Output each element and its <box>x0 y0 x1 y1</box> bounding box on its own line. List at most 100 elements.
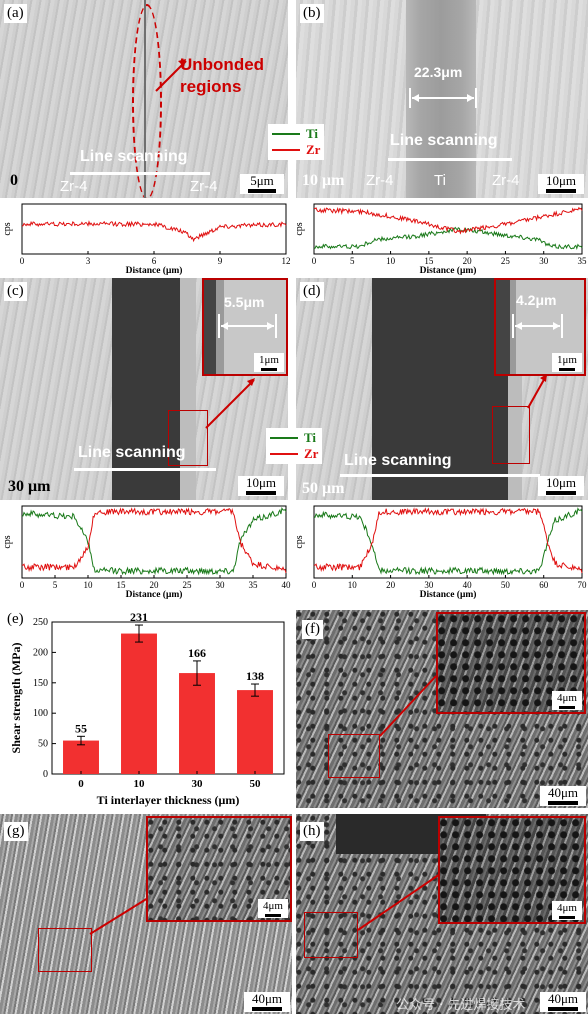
y-tick-label: 150 <box>33 678 48 689</box>
zoom-box-g <box>38 928 92 972</box>
width-label-d: 4.2μm <box>516 292 557 308</box>
scalebar-f-label: 40μm <box>547 785 579 800</box>
x-axis-label: Distance (μm) <box>126 265 183 276</box>
zoom-arrow-c <box>205 378 255 429</box>
x-tick-label: 0 <box>20 256 25 266</box>
series-ti <box>313 507 583 576</box>
inset-scalebar-h-label: 4μm <box>557 902 577 914</box>
inset-scalebar-c-label: 1μm <box>259 354 279 366</box>
x-tick-label: 30 <box>192 778 204 790</box>
scalebar-h-label: 40μm <box>547 991 579 1006</box>
sem-image-d: 4.2μm 1μm Line scanning 50 μm (d) 10μm <box>296 278 588 500</box>
sem-image-a: Unbonded regions Line scanning Zr-4 Zr-4… <box>0 0 288 198</box>
linescan-chart-a: 0 3 6 9 12 Distance (μm) cps <box>2 203 291 276</box>
inset-scalebar-c: 1μm <box>254 353 284 372</box>
line-scanning-label-c: Line scanning <box>78 444 186 461</box>
inset-h: 4μm <box>438 816 586 924</box>
inset-f: 4μm <box>436 612 586 714</box>
bar <box>121 633 157 774</box>
legend-mid: Ti Zr <box>266 428 323 464</box>
inset-scalebar-f: 4μm <box>552 691 582 710</box>
zoom-box-d <box>492 406 530 464</box>
scalebar-b: 10μm <box>538 174 584 194</box>
x-tick-label: 10 <box>386 256 396 266</box>
fracture-image-f: 4μm (f) 40μm <box>296 610 588 808</box>
x-axis-label: Distance (μm) <box>420 589 477 600</box>
interface-line <box>144 0 146 198</box>
value-label: 231 <box>130 610 148 624</box>
width-label-c: 5.5μm <box>224 294 265 310</box>
x-tick-label: 60 <box>539 580 549 590</box>
x-tick-label: 3 <box>86 256 91 266</box>
x-tick-label: 10 <box>84 580 94 590</box>
x-axis-label: Distance (μm) <box>126 589 183 600</box>
bar <box>63 740 99 774</box>
scalebar-d: 10μm <box>538 476 584 496</box>
x-tick-label: 20 <box>463 256 473 266</box>
width-arrow-d <box>512 314 563 338</box>
x-tick-label: 70 <box>578 580 588 590</box>
scalebar-a-label: 5μm <box>250 173 274 188</box>
scalebar-c-label: 10μm <box>245 475 277 490</box>
y-tick-label: 100 <box>33 708 48 719</box>
line-scanning-label-d: Line scanning <box>344 452 452 469</box>
panel-label-h: (h) <box>300 822 324 841</box>
panel-label-b: (b) <box>300 4 324 23</box>
panel-label-e: (e) <box>4 610 27 629</box>
scalebar-a: 5μm <box>240 174 284 194</box>
x-axis-label: Distance (μm) <box>420 265 477 276</box>
value-label: 138 <box>246 669 264 683</box>
linescan-chart-b: 0 5 10 15 20 25 30 35 Distance (μm) cps <box>294 203 587 276</box>
legend-top: Ti Zr <box>268 124 325 160</box>
scalebar-d-label: 10μm <box>545 475 577 490</box>
x-tick-label: 0 <box>20 580 25 590</box>
panel-label-c: (c) <box>4 282 27 301</box>
series-zr <box>313 507 583 574</box>
y-axis-label: Shear strength (MPa) <box>9 643 23 754</box>
x-tick-label: 6 <box>152 256 157 266</box>
scalebar-g-label: 40μm <box>251 991 283 1006</box>
inset-scalebar-g: 4μm <box>258 899 288 918</box>
thickness-b: 10 μm <box>302 172 345 189</box>
y-tick-label: 50 <box>38 739 48 750</box>
bar <box>237 690 273 774</box>
scalebar-g: 40μm <box>244 992 290 1012</box>
line-scanning-label-b: Line scanning <box>390 132 498 149</box>
series-ti <box>313 226 583 251</box>
legend2-ti-swatch <box>270 437 298 439</box>
x-axis-label: Ti interlayer thickness (μm) <box>97 793 240 807</box>
x-tick-label: 0 <box>78 778 84 790</box>
inset-scalebar-g-label: 4μm <box>263 900 283 912</box>
legend-ti-swatch <box>272 133 300 135</box>
y-tick-label: 0 <box>43 769 48 780</box>
zoom-box-f <box>328 734 380 778</box>
panel-label-f: (f) <box>302 620 323 639</box>
y-axis-label: cps <box>294 535 305 548</box>
watermark: 公众号 · 先进焊接技术 <box>396 998 526 1013</box>
thickness-d: 50 μm <box>302 480 345 497</box>
inset-d: 4.2μm 1μm <box>494 278 586 376</box>
x-tick-label: 15 <box>117 580 127 590</box>
zoom-arrow-h <box>357 873 441 931</box>
ti-layer-d <box>372 278 508 500</box>
scalebar-c: 10μm <box>238 476 284 496</box>
value-label: 166 <box>188 646 206 660</box>
panel-label-g: (g) <box>4 822 28 841</box>
width-arrow-b <box>409 88 477 108</box>
legend2-ti-label: Ti <box>304 430 317 445</box>
panel-label-d: (d) <box>300 282 324 301</box>
ti-layer-c <box>112 278 180 500</box>
x-tick-label: 5 <box>350 256 355 266</box>
left-mat-b: Zr-4 <box>366 172 394 189</box>
line-scanning-label-a: Line scanning <box>80 148 188 165</box>
unbonded-ellipse <box>132 4 162 198</box>
shear-strength-chart: 0 50 100 150 200 250 55 0 231 10 166 30 138 50 Ti inte… <box>9 610 285 807</box>
series-zr <box>21 220 287 243</box>
scan-line-c <box>74 468 216 471</box>
x-tick-label: 0 <box>312 256 317 266</box>
linescan-chart-d: 0 10 20 30 40 50 60 70 Distance (μm) cps <box>294 505 588 600</box>
x-tick-label: 10 <box>134 778 146 790</box>
inset-scalebar-d: 1μm <box>552 353 582 372</box>
plot-frame <box>21 203 287 255</box>
mid-mat-b: Ti <box>434 172 446 189</box>
